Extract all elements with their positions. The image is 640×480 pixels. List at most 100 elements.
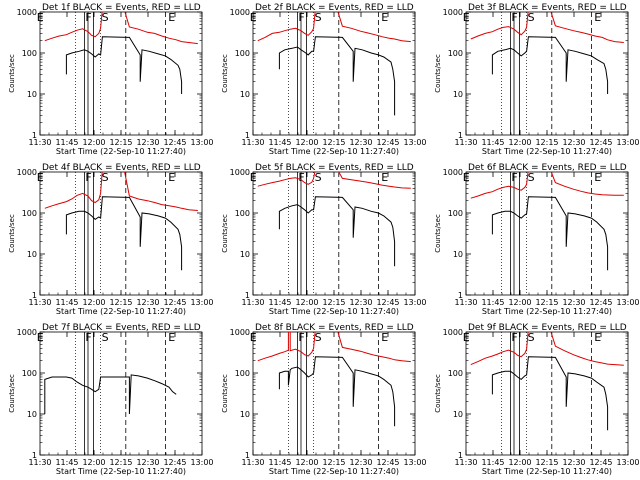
x-tick-label: 12:30 xyxy=(136,138,159,147)
event-marker-label: E xyxy=(37,11,44,24)
y-tick-label: 100 xyxy=(235,49,250,58)
y-tick-label: 1 xyxy=(245,451,250,460)
x-tick-label: 11:45 xyxy=(481,458,504,467)
y-tick-label: 100 xyxy=(235,369,250,378)
x-tick-label: 12:45 xyxy=(589,458,612,467)
y-axis-label: Counts/sec xyxy=(8,374,16,413)
y-axis-label: Counts/sec xyxy=(434,214,442,253)
y-tick-label: 1000 xyxy=(230,328,250,337)
series-line-events xyxy=(491,196,609,271)
x-tick-label: 11:30 xyxy=(241,458,264,467)
x-tick-label: 11:30 xyxy=(28,298,51,307)
x-tick-label: 11:45 xyxy=(481,138,504,147)
axes-frame xyxy=(252,171,416,296)
x-tick-label: 12:00 xyxy=(508,138,531,147)
x-tick-label: 12:15 xyxy=(109,298,132,307)
axes-frame xyxy=(39,171,203,296)
x-tick-label: 12:30 xyxy=(349,138,372,147)
x-tick-label: 11:45 xyxy=(268,458,291,467)
series-line-events xyxy=(278,196,396,267)
x-tick-label: 12:15 xyxy=(535,298,558,307)
panel-title: Det 8f BLACK = Events, RED = LLD xyxy=(255,323,414,333)
event-marker-label: E xyxy=(168,171,175,184)
series-line-lld xyxy=(257,332,411,363)
y-tick-label: 10 xyxy=(27,250,37,259)
series-line-lld xyxy=(470,172,624,199)
detector-panel: Det 3f BLACK = Events, RED = LLD 1000 100 1… xyxy=(434,3,640,156)
x-axis-label: Start Time (22-Sep-10 11:27:40) xyxy=(269,147,399,156)
x-tick-label: 13:00 xyxy=(190,298,213,307)
panel-title: Det 2f BLACK = Events, RED = LLD xyxy=(255,3,414,13)
axes-frame xyxy=(465,171,629,296)
series-line-events xyxy=(65,196,183,271)
event-marker-label: E xyxy=(250,331,257,344)
x-tick-label: 13:00 xyxy=(403,138,426,147)
x-tick-label: 12:30 xyxy=(136,458,159,467)
y-tick-label: 10 xyxy=(240,410,250,419)
y-tick-label: 1 xyxy=(32,451,37,460)
x-tick-label: 12:00 xyxy=(508,298,531,307)
x-tick-label: 12:45 xyxy=(376,138,399,147)
x-tick-label: 12:15 xyxy=(109,138,132,147)
event-marker-label: S xyxy=(528,11,535,24)
detector-panel: Det 8f BLACK = Events, RED = LLD 1000 100 1… xyxy=(221,323,427,476)
event-marker-label: E xyxy=(168,11,175,24)
y-axis-label: Counts/sec xyxy=(434,54,442,93)
event-marker-label: F xyxy=(298,331,304,344)
x-tick-label: 12:45 xyxy=(589,138,612,147)
x-tick-label: 12:15 xyxy=(322,298,345,307)
event-marker-label: E xyxy=(594,171,601,184)
x-tick-label: 12:15 xyxy=(109,458,132,467)
panel-title: Det 1f BLACK = Events, RED = LLD xyxy=(42,3,201,13)
x-tick-label: 12:30 xyxy=(562,458,585,467)
series-line-events xyxy=(278,356,396,427)
event-marker-label: F xyxy=(85,171,91,184)
y-tick-label: 1000 xyxy=(230,168,250,177)
y-tick-label: 1000 xyxy=(17,8,37,17)
x-tick-label: 12:00 xyxy=(295,138,318,147)
event-marker-label: E xyxy=(463,171,470,184)
x-tick-label: 12:30 xyxy=(562,138,585,147)
panel-title: Det 6f BLACK = Events, RED = LLD xyxy=(468,163,627,173)
y-tick-label: 100 xyxy=(448,209,463,218)
event-marker-label: E xyxy=(37,331,44,344)
y-tick-label: 100 xyxy=(448,49,463,58)
x-axis-label: Start Time (22-Sep-10 11:27:40) xyxy=(269,307,399,316)
x-tick-label: 12:00 xyxy=(508,458,531,467)
x-tick-label: 12:30 xyxy=(349,458,372,467)
y-tick-label: 1000 xyxy=(443,328,463,337)
axes-frame xyxy=(252,11,416,136)
event-marker-label: S xyxy=(315,331,322,344)
y-tick-label: 1000 xyxy=(17,168,37,177)
event-marker-label: F xyxy=(85,331,91,344)
panel-title: Det 3f BLACK = Events, RED = LLD xyxy=(468,3,627,13)
detector-panel: Det 6f BLACK = Events, RED = LLD 1000 100 1… xyxy=(434,163,640,316)
y-tick-label: 1 xyxy=(458,451,463,460)
panel-title: Det 7f BLACK = Events, RED = LLD xyxy=(42,323,201,333)
x-tick-label: 11:30 xyxy=(454,298,477,307)
event-marker-label: S xyxy=(528,331,535,344)
axes-frame xyxy=(465,11,629,136)
x-tick-label: 12:15 xyxy=(322,138,345,147)
x-tick-label: 13:00 xyxy=(616,458,639,467)
panel-title: Det 5f BLACK = Events, RED = LLD xyxy=(255,163,414,173)
x-tick-label: 12:30 xyxy=(562,298,585,307)
axes-frame xyxy=(39,11,203,136)
x-axis-label: Start Time (22-Sep-10 11:27:40) xyxy=(482,147,612,156)
y-tick-label: 1 xyxy=(245,131,250,140)
x-tick-label: 13:00 xyxy=(616,138,639,147)
x-tick-label: 11:30 xyxy=(241,138,264,147)
y-axis-label: Counts/sec xyxy=(8,214,16,253)
series-line-lld xyxy=(257,12,411,43)
x-axis-label: Start Time (22-Sep-10 11:27:40) xyxy=(269,467,399,476)
event-marker-label: E xyxy=(381,11,388,24)
x-tick-label: 12:45 xyxy=(589,298,612,307)
y-tick-label: 10 xyxy=(240,250,250,259)
y-tick-label: 10 xyxy=(27,410,37,419)
y-tick-label: 100 xyxy=(22,49,37,58)
x-axis-label: Start Time (22-Sep-10 11:27:40) xyxy=(56,307,186,316)
y-tick-label: 1 xyxy=(458,291,463,300)
event-marker-label: E xyxy=(594,331,601,344)
event-marker-label: F xyxy=(298,171,304,184)
y-tick-label: 100 xyxy=(448,369,463,378)
